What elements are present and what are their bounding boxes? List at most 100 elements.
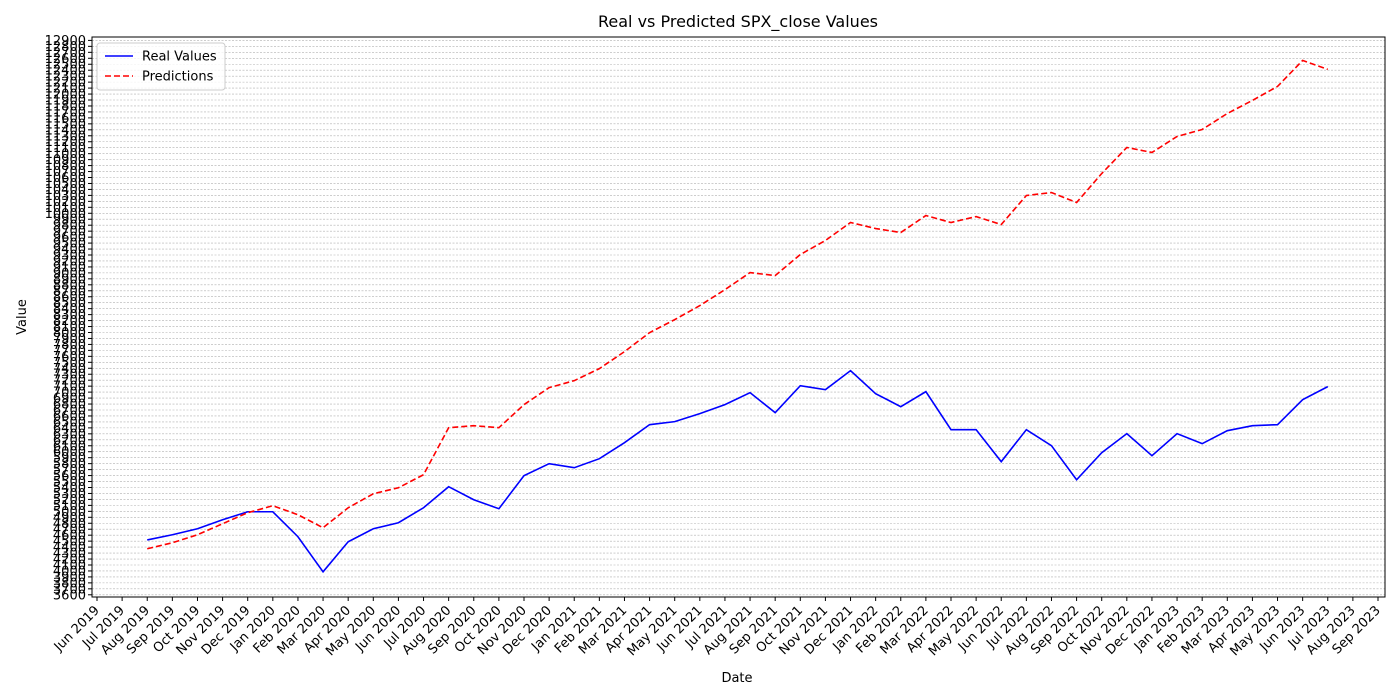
y-tick-label: 4000: [53, 564, 86, 579]
y-tick-label: 9900: [53, 213, 86, 228]
y-tick-label: 7200: [53, 374, 86, 389]
y-tick-label: 5400: [53, 481, 86, 496]
y-tick-label: 8300: [53, 308, 86, 323]
y-tick-label: 9000: [53, 266, 86, 281]
y-tick-label: 5200: [53, 493, 86, 508]
y-tick-label: 8900: [53, 272, 86, 287]
y-tick-label: 4900: [53, 511, 86, 526]
y-tick-label: 7000: [53, 386, 86, 401]
y-tick-label: 3600: [53, 588, 86, 603]
series-line: [147, 369, 1329, 574]
y-tick-label: 8600: [53, 290, 86, 305]
y-tick-label: 4700: [53, 523, 86, 538]
y-tick-label: 9100: [53, 260, 86, 275]
y-tick-label: 10800: [45, 159, 86, 174]
y-tick-label: 5000: [53, 505, 86, 520]
y-tick-label: 10300: [45, 189, 86, 204]
y-tick-label: 10500: [45, 177, 86, 192]
y-tick-label: 12700: [45, 46, 86, 61]
y-tick-label: 6300: [53, 427, 86, 442]
y-tick-label: 5800: [53, 457, 86, 472]
y-tick-label: 5300: [53, 487, 86, 502]
y-tick-label: 10200: [45, 195, 86, 210]
y-tick-label: 5500: [53, 475, 86, 490]
y-tick-label: 12200: [45, 76, 86, 91]
y-tick-label: 12400: [45, 64, 86, 79]
y-tick-label: 7500: [53, 356, 86, 371]
y-tick-label: 8400: [53, 302, 86, 317]
y-tick-label: 11200: [45, 135, 86, 150]
y-tick-label: 9300: [53, 249, 86, 264]
y-tick-label: 12000: [45, 88, 86, 103]
y-tick-label: 6200: [53, 433, 86, 448]
y-tick-label: 7400: [53, 362, 86, 377]
legend-label: Real Values: [142, 50, 217, 65]
y-tick-label: 12900: [45, 34, 86, 49]
y-tick-label: 8000: [53, 326, 86, 341]
y-tick-label: 12800: [45, 40, 86, 55]
legend: Real Values Predictions: [96, 42, 226, 91]
plot-frame: [91, 36, 1386, 598]
y-tick-label: 3800: [53, 576, 86, 591]
y-tick-label: 9400: [53, 243, 86, 258]
y-tick-label: 4300: [53, 547, 86, 562]
y-tick-label: 6100: [53, 439, 86, 454]
y-tick-label: 5700: [53, 463, 86, 478]
y-tick-label: 9800: [53, 219, 86, 234]
y-tick-label: 10700: [45, 165, 86, 180]
y-tick-label: 4400: [53, 541, 86, 556]
y-tick-label: 11800: [45, 99, 86, 114]
y-tick-label: 8700: [53, 284, 86, 299]
y-tick-label: 10400: [45, 183, 86, 198]
y-tick-label: 10900: [45, 153, 86, 168]
y-tick-label: 10000: [45, 207, 86, 222]
y-tick-label: 6600: [53, 409, 86, 424]
legend-label: Predictions: [142, 70, 214, 85]
y-tick-label: 3700: [53, 582, 86, 597]
y-tick-label: 12100: [45, 82, 86, 97]
y-tick-label: 12600: [45, 52, 86, 67]
y-tick-label: 11100: [45, 141, 86, 156]
y-tick-label: 8200: [53, 314, 86, 329]
y-tick-label: 6000: [53, 445, 86, 460]
y-tick-label: 9200: [53, 254, 86, 269]
y-tick-label: 8500: [53, 296, 86, 311]
y-tick-label: 10100: [45, 201, 86, 216]
y-tick-label: 5600: [53, 469, 86, 484]
y-tick-label: 7900: [53, 332, 86, 347]
y-tick-label: 7600: [53, 350, 86, 365]
y-tick-label: 11500: [45, 117, 86, 132]
y-tick-label: 6800: [53, 398, 86, 413]
y-tick-label: 4100: [53, 558, 86, 573]
y-tick-label: 12300: [45, 70, 86, 85]
y-tick-label: 5100: [53, 499, 86, 514]
chart-title: Real vs Predicted SPX_close Values: [598, 12, 878, 32]
y-axis-label: Value: [15, 299, 30, 335]
y-tick-label: 9500: [53, 237, 86, 252]
y-tick-label: 6400: [53, 421, 86, 436]
y-tick-label: 8100: [53, 320, 86, 335]
y-tick-label: 8800: [53, 278, 86, 293]
y-tick-label: 6700: [53, 403, 86, 418]
legend-box: [96, 42, 226, 91]
y-tick-label: 11600: [45, 111, 86, 126]
y-tick-label: 5900: [53, 451, 86, 466]
y-tick-label: 3900: [53, 570, 86, 585]
y-tick-label: 9600: [53, 231, 86, 246]
y-tick-label: 6500: [53, 415, 86, 430]
y-tick-label: 4600: [53, 529, 86, 544]
y-tick-label: 7800: [53, 338, 86, 353]
y-tick-label: 4800: [53, 517, 86, 532]
y-tick-label: 4500: [53, 535, 86, 550]
y-tick-label: 10600: [45, 171, 86, 186]
x-axis-label: Date: [721, 671, 752, 686]
y-tick-label: 7300: [53, 368, 86, 383]
y-tick-label: 4200: [53, 553, 86, 568]
y-tick-label: 11400: [45, 123, 86, 138]
y-tick-label: 11900: [45, 94, 86, 109]
y-tick-label: 7700: [53, 344, 86, 359]
y-tick-label: 11000: [45, 147, 86, 162]
y-tick-label: 11300: [45, 129, 86, 144]
